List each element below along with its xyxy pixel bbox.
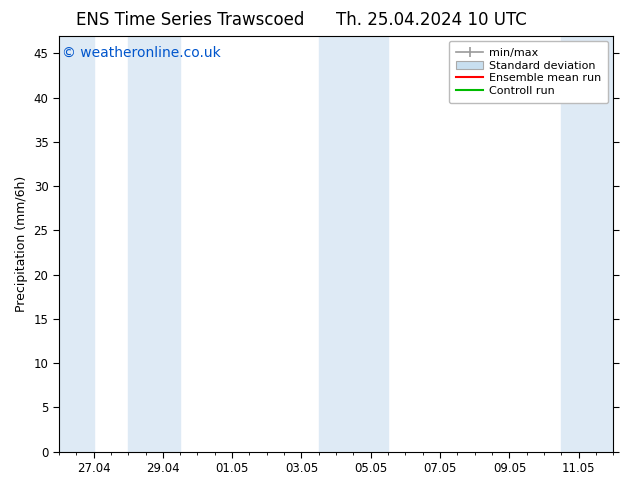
Bar bbox=[562, 36, 614, 452]
Text: ENS Time Series Trawscoed: ENS Time Series Trawscoed bbox=[76, 11, 304, 29]
Bar bbox=[128, 36, 180, 452]
Y-axis label: Precipitation (mm/6h): Precipitation (mm/6h) bbox=[15, 175, 28, 312]
Bar bbox=[319, 36, 345, 452]
Bar bbox=[345, 36, 388, 452]
Legend: min/max, Standard deviation, Ensemble mean run, Controll run: min/max, Standard deviation, Ensemble me… bbox=[449, 41, 608, 103]
Text: Th. 25.04.2024 10 UTC: Th. 25.04.2024 10 UTC bbox=[336, 11, 526, 29]
Text: © weatheronline.co.uk: © weatheronline.co.uk bbox=[61, 46, 221, 60]
Bar bbox=[59, 36, 93, 452]
